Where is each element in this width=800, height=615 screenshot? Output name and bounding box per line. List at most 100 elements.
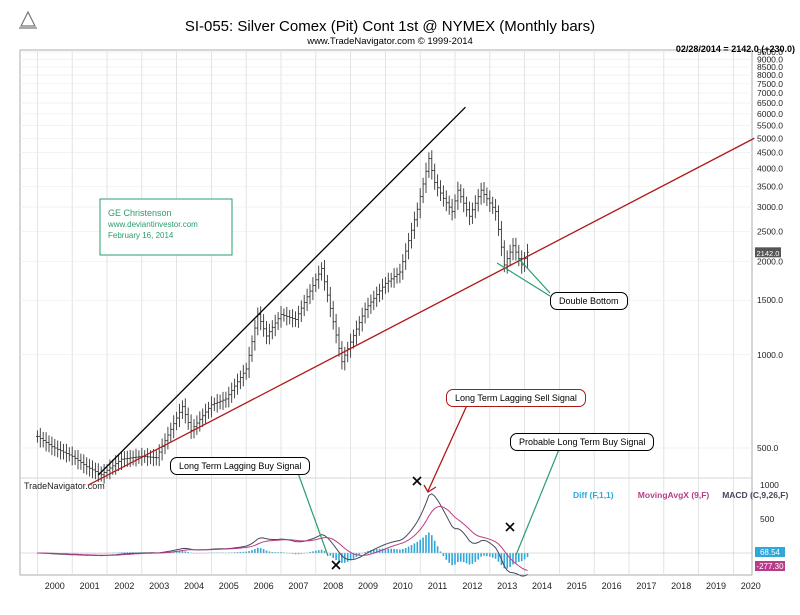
y-tick-label: 2500.0 <box>757 227 783 237</box>
x-tick-label: 2012 <box>462 581 482 591</box>
buy-signal-arrow <box>297 472 329 557</box>
indicator-diff-bar <box>509 553 511 568</box>
indicator-diff-bar <box>277 552 279 553</box>
indicator-diff-bar <box>248 551 250 553</box>
indicator-diff-bar <box>483 553 485 556</box>
last-price-marker <box>755 247 781 258</box>
indicator-diff-bar <box>312 551 314 553</box>
x-tick-label: 2017 <box>636 581 656 591</box>
author-box <box>99 198 233 256</box>
y-tick-label: 3500.0 <box>757 181 783 191</box>
x-tick-label: 2010 <box>393 581 413 591</box>
buy-signal-callout: Long Term Lagging Buy Signal <box>170 457 311 475</box>
indicator-diff-bar <box>468 553 471 565</box>
indicator-diff-bar <box>120 552 123 553</box>
upper-trendline <box>97 106 466 476</box>
indicator-diff-bar <box>512 553 514 565</box>
indicator-diff-bar <box>384 548 387 553</box>
indicator-diff-bar <box>462 553 465 563</box>
indicator-diff-bar <box>346 553 349 562</box>
indicator-diff-bar <box>323 550 326 553</box>
y-tick-label: 6000.0 <box>757 109 783 119</box>
x-tick-label: 2008 <box>323 581 343 591</box>
indicator-diff-bar <box>503 553 506 569</box>
indicator-diff-bar <box>254 549 256 553</box>
sell-signal-arrowhead <box>423 484 437 493</box>
sell-signal-arrow <box>427 402 469 492</box>
indicator-diff-bar <box>280 552 282 553</box>
indicator-legend-item: MovingAvgX (9,F) <box>638 490 710 500</box>
author-box-line: GE Christenson <box>108 208 172 218</box>
indicator-diff-bar <box>268 551 271 553</box>
indicator-diff-bar <box>410 545 413 553</box>
indicator-diff-bar <box>433 540 436 553</box>
crossover-marker <box>505 522 515 532</box>
y-tick-label: 4000.0 <box>757 163 783 173</box>
x-tick-label: 2011 <box>428 581 447 591</box>
indicator-diff-bar <box>315 550 317 553</box>
indicator-diff-bar <box>399 549 401 553</box>
indicator-diff-bar <box>352 553 355 559</box>
indicator-diff-bar <box>332 553 334 558</box>
indicator-diff-bar <box>375 549 378 553</box>
macd-line <box>37 493 528 577</box>
indicator-diff-bar <box>132 552 134 553</box>
indicator-diff-bar <box>233 552 236 553</box>
probable-buy-arrow <box>515 446 561 556</box>
probable-buy-callout: Probable Long Term Buy Signal <box>510 433 655 451</box>
indicator-value-box <box>755 547 785 557</box>
indicator-diff-bar <box>419 539 421 553</box>
indicator-diff-bar <box>413 543 416 553</box>
x-tick-label: 2000 <box>45 581 65 591</box>
indicator-diff-bar <box>489 553 491 557</box>
indicator-diff-bar <box>317 550 320 553</box>
indicator-diff-bar <box>291 553 294 554</box>
indicator-diff-bar <box>465 553 468 564</box>
indicator-diff-bar <box>454 553 456 565</box>
indicator-diff-bar <box>442 553 445 557</box>
indicator-diff-bar <box>474 553 477 563</box>
indicator-legend-item: MACD (C,9,26,F) <box>722 490 788 500</box>
indicator-diff-bar <box>239 551 242 553</box>
indicator-diff-bar <box>297 553 300 555</box>
indicator-diff-bar <box>265 550 268 553</box>
moving-average-line <box>37 505 528 571</box>
indicator-diff-bar <box>486 553 488 556</box>
indicator-diff-bar <box>407 546 410 553</box>
indicator-diff-bar <box>181 551 184 553</box>
indicator-diff-bar <box>431 535 433 553</box>
indicator-diff-bar <box>480 553 482 557</box>
x-tick-label: 2005 <box>219 581 239 591</box>
indicator-diff-bar <box>381 548 384 553</box>
indicator-diff-bar <box>187 551 189 553</box>
indicator-diff-bar <box>262 549 265 553</box>
x-tick-label: 2019 <box>706 581 726 591</box>
indicator-diff-bar <box>402 549 404 553</box>
y-tick-label: 1500.0 <box>757 295 783 305</box>
y-tick-label: 5500.0 <box>757 121 783 131</box>
indicator-diff-bar <box>184 551 187 553</box>
chart-subtitle: www.TradeNavigator.com © 1999-2014 <box>306 36 473 47</box>
indicator-diff-bar <box>393 548 395 553</box>
indicator-diff-bar <box>338 553 340 562</box>
y-tick-label: 9000.0 <box>757 54 783 64</box>
crossover-marker <box>412 476 422 486</box>
y-tick-label: 3000.0 <box>757 202 783 212</box>
indicator-diff-bar <box>445 553 448 560</box>
sell-signal-callout: Long Term Lagging Sell Signal <box>446 389 586 407</box>
indicator-diff-bar <box>497 553 500 562</box>
y-tick-label: 6500.0 <box>757 98 783 108</box>
indicator-diff-bar <box>367 550 369 553</box>
indicator-diff-bar <box>494 553 497 559</box>
indicator-diff-bar <box>416 541 419 553</box>
indicator-diff-bar <box>523 553 526 560</box>
double-bottom-arrow <box>496 262 551 297</box>
indicator-diff-bar <box>425 535 427 553</box>
indicator-tick-label: 1000 <box>760 480 779 490</box>
indicator-diff-bar <box>274 552 276 553</box>
indicator-diff-bar <box>460 553 462 562</box>
y-tick-label: 9500.0 <box>757 47 783 57</box>
y-tick-label: 500.0 <box>757 443 779 453</box>
indicator-diff-bar <box>491 553 494 558</box>
